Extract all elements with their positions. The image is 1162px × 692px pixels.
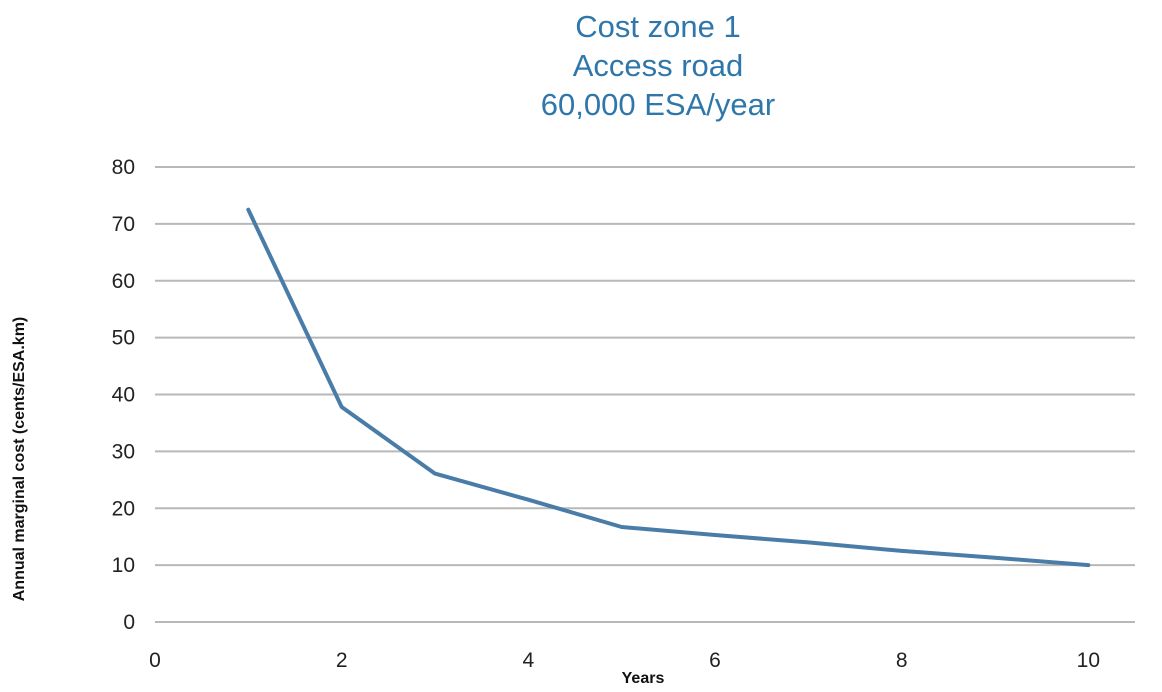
x-tick-label: 6 <box>709 649 721 672</box>
title-line-3: 60,000 ESA/year <box>541 87 775 122</box>
y-tick-labels: 0 10 20 30 40 50 60 70 80 <box>112 156 135 634</box>
y-tick-label: 0 <box>123 611 135 634</box>
y-tick-label: 20 <box>112 497 135 520</box>
x-axis-label: Years <box>622 670 665 687</box>
y-tick-label: 40 <box>112 384 135 407</box>
title-line-2: Access road <box>573 48 744 83</box>
chart-title: Cost zone 1 Access road 60,000 ESA/year <box>541 9 775 122</box>
y-tick-label: 60 <box>112 270 135 293</box>
y-tick-label: 10 <box>112 554 135 577</box>
gridlines <box>155 166 1135 623</box>
y-tick-label: 80 <box>112 156 135 179</box>
x-tick-label: 10 <box>1077 649 1100 672</box>
x-tick-label: 4 <box>522 649 534 672</box>
series-line-0 <box>246 207 1091 568</box>
title-line-1: Cost zone 1 <box>575 9 740 44</box>
x-tick-label: 0 <box>149 649 161 672</box>
y-tick-label: 70 <box>112 213 135 236</box>
x-tick-labels: 0 2 4 6 8 10 <box>149 649 1100 672</box>
x-tick-label: 8 <box>896 649 908 672</box>
series <box>246 207 1091 568</box>
y-tick-label: 30 <box>112 440 135 463</box>
y-axis-label: Annual marginal cost (cents/ESA.km) <box>11 317 28 602</box>
y-tick-label: 50 <box>112 327 135 350</box>
x-tick-label: 2 <box>336 649 348 672</box>
